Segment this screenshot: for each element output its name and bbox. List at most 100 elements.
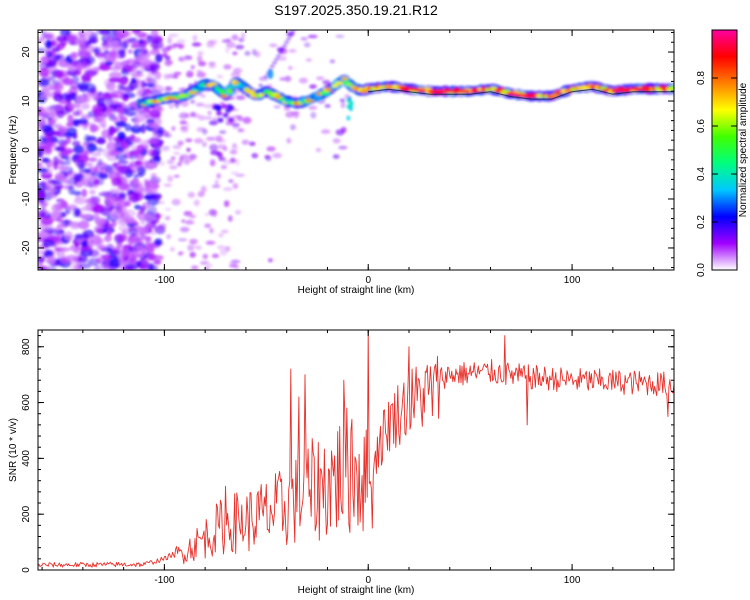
spectrogram-cell (136, 166, 146, 175)
spectrogram-cell (237, 128, 245, 133)
spectrogram-cell (346, 115, 351, 121)
spectrogram-cell (228, 179, 234, 183)
spectrogram-cell (115, 121, 127, 128)
spectrogram-cell (166, 234, 172, 240)
spectrogram-cell (120, 247, 131, 257)
spectrogram-cell (195, 102, 205, 107)
spectrogram-cell (92, 237, 104, 245)
spectrogram-cell (167, 36, 173, 44)
spectrogram-cell (124, 123, 132, 132)
spectrogram-cell (96, 97, 106, 107)
spectrogram-cell (177, 43, 185, 49)
spectrogram-cell (153, 106, 165, 113)
spectrogram-cell (279, 77, 286, 81)
spectrogram-cell (284, 75, 292, 82)
spectrogram-cell (216, 110, 223, 116)
spectrogram-cell (93, 265, 101, 270)
spectrogram-cell (38, 37, 45, 43)
spectrogram-cell (221, 229, 229, 234)
spectrogram-cell (57, 159, 63, 165)
spectrogram-cell (117, 165, 130, 175)
spectrogram-cell (105, 98, 113, 105)
spectrogram-cell (174, 101, 180, 109)
spectrogram-cell (51, 210, 61, 218)
spectrogram-cell (60, 151, 70, 156)
spectrogram-cell (40, 207, 47, 217)
spectrogram-cell (321, 129, 331, 134)
spectrogram-cell (176, 39, 186, 44)
spectrogram-cell (86, 135, 97, 142)
spectrogram-cell (88, 180, 94, 188)
spectrogram-cell (144, 188, 154, 195)
spectrogram-cell (124, 112, 137, 117)
spectrogram-cell (44, 250, 54, 257)
spectrogram-cell (67, 65, 77, 72)
spectrogram-cell (359, 89, 369, 94)
spectrogram-cell (190, 99, 196, 104)
spectrogram-ridge-edge (368, 88, 674, 100)
spectrogram-cell (120, 78, 128, 86)
spectrogram-cell (94, 217, 106, 226)
spectrogram-cell (163, 183, 172, 187)
spectrogram-cell (147, 148, 157, 157)
spectrogram-cell (284, 40, 290, 44)
spectrogram-cell (55, 70, 64, 78)
spectrogram-cell (184, 126, 189, 133)
spectrogram-cell (244, 50, 251, 56)
spectrogram-cell (78, 220, 90, 230)
spectrogram-cell (249, 141, 256, 146)
spectrogram-cell (158, 223, 167, 229)
spectrogram-cell (73, 197, 87, 205)
spectrogram-cell (227, 117, 234, 123)
spectrogram-cell (178, 112, 189, 119)
spectrogram-cell (211, 136, 218, 142)
spectrogram-cell (298, 77, 308, 84)
spectrogram-cell (108, 41, 120, 49)
spectrogram-cell (130, 79, 141, 84)
spectrogram-cell (124, 38, 134, 45)
spectrogram-cell (49, 111, 57, 119)
spectrogram-cell (67, 37, 77, 42)
spectrogram-cell (72, 140, 81, 147)
spectrogram-cell (197, 51, 204, 56)
spectrogram-cell (81, 188, 88, 198)
spectrogram-cell (130, 134, 136, 141)
spectrogram-cell (54, 226, 60, 234)
spectrogram-cell (235, 210, 242, 215)
spectrogram-x-axis-label: Height of straight line (km) (298, 285, 415, 296)
spectrogram-cell (78, 43, 90, 50)
spectrogram-cell (43, 145, 53, 154)
spectrogram-cell (235, 173, 245, 177)
spectrogram-cell (269, 64, 275, 68)
spectrogram-cell (179, 226, 190, 233)
spectrogram-cell (64, 231, 74, 241)
spectrogram-cell (171, 198, 181, 206)
spectrogram-cell (66, 127, 77, 136)
spectrogram-cell (278, 51, 284, 54)
spectrogram-cell (98, 117, 107, 127)
spectrogram-cell (290, 124, 296, 131)
spectrogram-cell (147, 139, 160, 144)
spectrogram-cell (133, 186, 146, 193)
spectrogram-cell (214, 179, 219, 187)
spectrogram-cell (207, 110, 212, 116)
spectrogram-cell (71, 101, 80, 109)
spectrogram-cell (258, 93, 265, 97)
spectrogram-cell (252, 48, 257, 56)
snr-panel: -100 0 100 0 200 400 600 800 Height of straight… (8, 329, 675, 596)
spectrogram-cell (238, 37, 245, 43)
snr-x-tick-label: -100 (154, 575, 174, 586)
colorbar: 0.0 0.2 0.4 0.6 0.8 Normalized spectral ampl… (696, 29, 749, 277)
spectrogram-cell (63, 179, 74, 185)
spectrogram-cell (200, 185, 207, 193)
spectrogram-cell (293, 111, 299, 119)
spectrogram-cell (196, 55, 203, 63)
spectrogram-cell (349, 100, 354, 106)
spectrogram-cell (76, 61, 83, 72)
spectrogram-cell (86, 143, 97, 153)
spectrogram-cell (120, 142, 128, 149)
spectrogram-cell (105, 164, 114, 175)
spectrogram-cell (56, 198, 65, 203)
spectrogram-cell (212, 211, 218, 218)
spectrogram-cell (269, 43, 278, 48)
